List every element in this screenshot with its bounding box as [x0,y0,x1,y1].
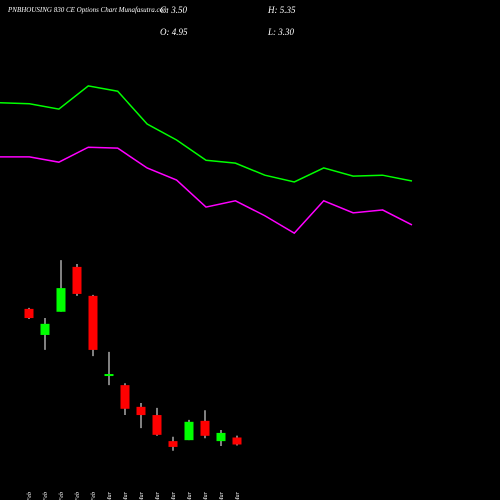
indicator-line [0,85,413,183]
low-stat: L: 3.30 [267,27,295,37]
candle-body [168,441,178,447]
chart-title: PNBHOUSING 830 CE Options Chart Munafasu… [7,6,168,14]
x-tick-label: 12 Mar [235,491,241,500]
x-tick-label: 27 Feb [91,492,97,500]
open-stat: O: 4.95 [160,27,188,37]
x-tick-label: 04 Mar [138,491,145,500]
x-tick-label: 03 Mar [123,491,129,500]
x-tick-label: 26 Feb [75,492,81,500]
candle-body [40,323,50,335]
candle-body [232,437,242,445]
candle-body [120,385,130,409]
candle-body [184,421,194,441]
x-tick-label: 23 Feb [27,492,33,500]
candle-body [200,420,210,436]
x-tick-label: 10 Mar [203,491,209,500]
x-tick-label: 24 Feb [42,492,49,500]
high-stat: H: 5.35 [267,5,296,15]
candle-body [88,295,98,350]
candle-body [72,266,82,294]
x-tick-label: 05 Mar [155,491,161,500]
x-tick-label: 09 Mar [187,491,193,500]
x-tick-label: 02 Mar [107,491,113,500]
candle-body [136,406,146,416]
x-tick-label: 06 Mar [171,491,177,500]
candle-body [216,432,226,442]
indicator-line [0,146,413,235]
candle-body [24,308,34,319]
x-tick-label: 11 Mar [219,491,225,500]
candle-body [56,288,66,312]
candle-body [152,415,162,435]
x-tick-label: 25 Feb [59,492,65,500]
close-stat: C: 3.50 [160,5,188,15]
candle-body [104,374,114,377]
